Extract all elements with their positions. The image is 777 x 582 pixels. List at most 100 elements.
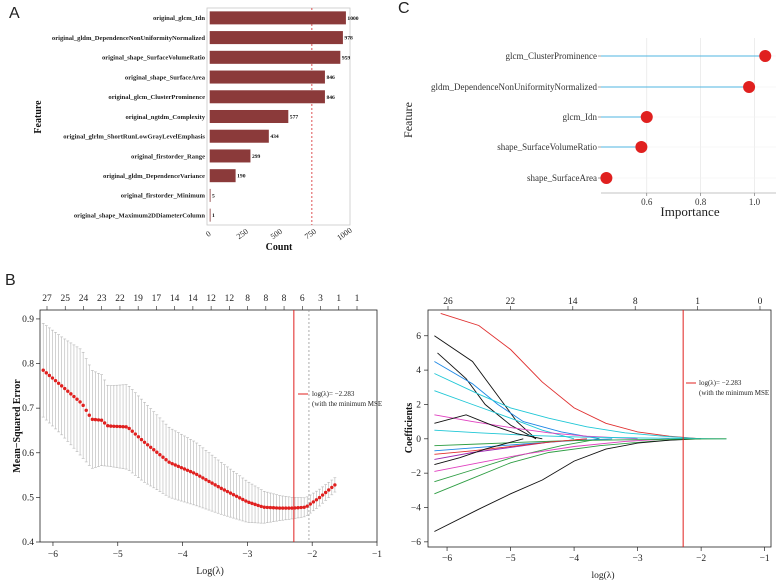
top-axis-label: 25 — [60, 294, 70, 304]
mse-point — [112, 424, 116, 428]
top-axis-label: 0 — [758, 297, 763, 307]
mse-point — [213, 483, 217, 487]
mse-point — [323, 490, 328, 495]
category-label: original_glcm_Idn — [153, 15, 205, 22]
x-tick-label: −1 — [372, 550, 382, 560]
mse-point — [280, 506, 285, 510]
x-tick-label: −6 — [48, 550, 58, 560]
mse-point — [204, 477, 208, 482]
mse-point — [59, 384, 64, 388]
panel-a-x-axis-label: Count — [266, 242, 293, 253]
category-label: original_shape_SurfaceVolumeRatio — [102, 55, 206, 62]
category-label: gldm_DependenceNonUniformityNormalized — [431, 82, 597, 92]
mse-point — [136, 435, 141, 439]
top-axis-label: 1 — [695, 297, 700, 307]
category-label: glcm_Idn — [563, 112, 598, 122]
mse-point — [121, 424, 125, 429]
x-tick-label: −3 — [242, 550, 252, 560]
x-tick-label: 0 — [204, 229, 212, 239]
top-axis-label: 26 — [443, 297, 453, 307]
bar-value-label: 5 — [212, 193, 215, 199]
mse-point — [139, 437, 144, 442]
bar — [209, 169, 236, 183]
mse-point — [234, 494, 239, 498]
mse-point — [152, 448, 156, 452]
panel-b-left-x-axis-label: Log(λ) — [196, 566, 224, 577]
mse-point — [296, 506, 300, 510]
mse-point — [145, 443, 150, 447]
coefficient-path — [434, 438, 689, 495]
top-axis-label: 8 — [282, 294, 287, 304]
top-axis-label: 12 — [225, 294, 235, 304]
mse-point — [314, 498, 319, 502]
mse-point — [219, 486, 223, 491]
mse-point — [158, 453, 162, 457]
mse-point — [115, 424, 119, 429]
mse-point — [161, 455, 165, 459]
panel-b-left-frame — [39, 309, 378, 543]
lollipop-dot — [759, 50, 772, 62]
x-tick-label: −2 — [307, 550, 317, 560]
top-axis-label: 14 — [188, 294, 198, 304]
panel-a-frame — [206, 7, 351, 226]
lollipop-dot — [635, 141, 648, 153]
mse-point — [277, 506, 282, 510]
mse-point — [287, 506, 291, 510]
panel-b-mse-chart: 27 25 24 23 22 19 17 14 14 12 12 8 8 8 6 3 1 1 −6 −5 −4 −3 −2… — [12, 294, 382, 577]
mse-point — [109, 424, 113, 428]
top-axis-label: 22 — [115, 294, 125, 304]
top-axis-label: 14 — [568, 297, 578, 307]
panel-letter-c: C — [398, 0, 410, 17]
x-tick-label: 1.0 — [749, 197, 761, 207]
mse-point — [299, 505, 303, 510]
bar-value-label: 434 — [270, 134, 279, 140]
mse-point — [167, 460, 171, 464]
mse-point — [118, 424, 122, 429]
mse-point — [142, 440, 147, 445]
mse-point — [176, 464, 181, 469]
x-tick-label: −4 — [178, 550, 188, 560]
y-tick-label: 6 — [416, 332, 421, 342]
y-tick-label: −2 — [411, 469, 421, 479]
coefficient-path — [434, 429, 727, 440]
bar-value-label: 1 — [212, 213, 215, 219]
top-axis-label: 8 — [263, 294, 268, 304]
mse-point — [195, 472, 199, 477]
mse-point — [231, 493, 236, 497]
bar — [209, 149, 251, 163]
x-tick-label: −1 — [760, 554, 770, 564]
mse-point — [262, 505, 266, 509]
mse-point — [271, 506, 276, 510]
mse-point — [265, 505, 270, 510]
panel-b-coefficient-chart: 26 22 14 8 1 0 −6 −5 −4 −3 −2 −1 −6 −4 −2 0 2 4 6 log(λ)… — [404, 297, 772, 581]
category-label: original_firstorder_Minimum — [121, 193, 206, 200]
top-axis-label: 22 — [506, 297, 516, 307]
mse-point — [47, 373, 52, 378]
bar — [209, 31, 343, 45]
mse-point — [50, 376, 55, 380]
bar-value-label: 846 — [326, 75, 335, 81]
mse-point — [311, 500, 316, 504]
category-label: original_ngtdm_Complexity — [126, 114, 206, 121]
top-axis-label: 1 — [336, 294, 341, 304]
mse-point — [238, 496, 242, 500]
mse-point — [87, 413, 91, 417]
mse-point — [308, 502, 313, 506]
bar-value-label: 577 — [290, 115, 299, 121]
coefficient-path — [434, 414, 638, 440]
mse-point — [244, 499, 248, 503]
mse-point — [327, 488, 331, 492]
bar — [209, 11, 346, 25]
coefficient-path — [434, 438, 670, 472]
x-tick-label: −6 — [442, 554, 452, 564]
bar-value-label: 846 — [326, 95, 335, 101]
mse-point — [210, 481, 214, 485]
mse-point — [284, 506, 288, 510]
mse-point — [207, 479, 211, 484]
mse-point — [268, 505, 273, 510]
x-tick-label: −5 — [506, 554, 516, 564]
mse-point — [198, 474, 202, 478]
mse-point — [317, 495, 322, 500]
bar-value-label: 1000 — [347, 16, 358, 22]
mse-point — [56, 381, 61, 385]
